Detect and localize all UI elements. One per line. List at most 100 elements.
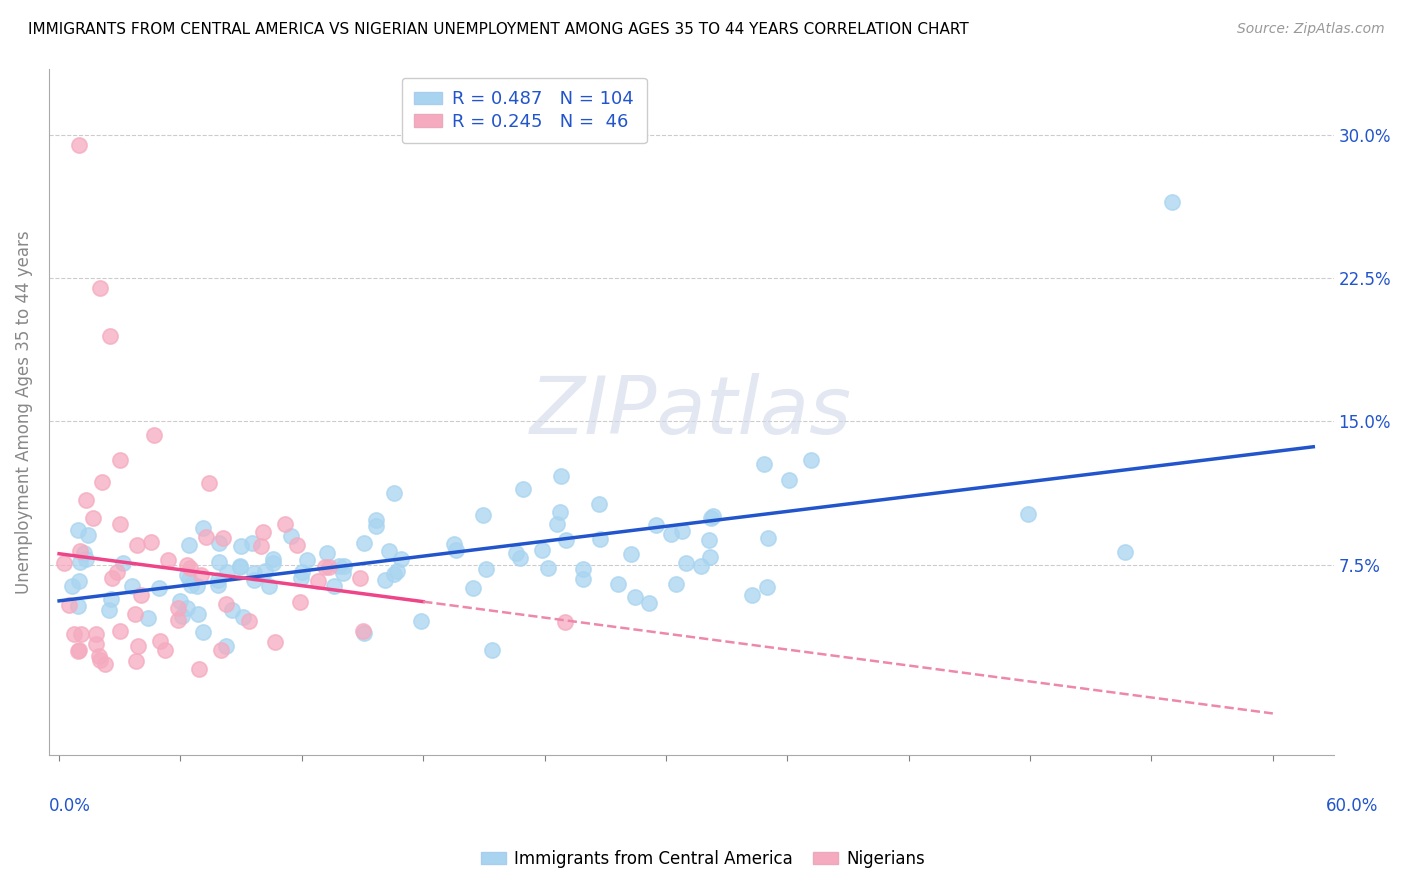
Point bbox=[443, 537, 465, 551]
Point bbox=[531, 543, 554, 558]
Y-axis label: Unemployment Among Ages 35 to 44 years: Unemployment Among Ages 35 to 44 years bbox=[15, 230, 32, 594]
Point bbox=[193, 625, 215, 640]
Point bbox=[186, 579, 208, 593]
Point bbox=[153, 643, 176, 657]
Point bbox=[125, 654, 148, 668]
Point bbox=[211, 531, 233, 545]
Point bbox=[180, 578, 202, 592]
Point bbox=[546, 516, 568, 531]
Point bbox=[243, 566, 266, 580]
Point bbox=[167, 613, 190, 627]
Point bbox=[620, 547, 643, 561]
Point bbox=[207, 536, 229, 550]
Point bbox=[67, 574, 90, 589]
Point bbox=[215, 598, 238, 612]
Point bbox=[179, 561, 201, 575]
Point bbox=[588, 532, 610, 546]
Point bbox=[101, 571, 124, 585]
Point bbox=[207, 573, 229, 587]
Point bbox=[238, 614, 260, 628]
Point bbox=[384, 485, 406, 500]
Point bbox=[505, 546, 527, 560]
Point bbox=[257, 579, 280, 593]
Point bbox=[124, 607, 146, 621]
Legend: R = 0.487   N = 104, R = 0.245   N =  46: R = 0.487 N = 104, R = 0.245 N = 46 bbox=[402, 78, 647, 144]
Point bbox=[143, 428, 166, 442]
Point bbox=[555, 533, 578, 547]
Point bbox=[215, 639, 238, 653]
Point bbox=[67, 643, 90, 657]
Point bbox=[800, 453, 823, 467]
Point bbox=[571, 562, 593, 576]
Point bbox=[699, 549, 721, 564]
Point bbox=[69, 627, 91, 641]
Point bbox=[75, 552, 97, 566]
Point bbox=[198, 475, 221, 490]
Point bbox=[176, 558, 198, 573]
Point bbox=[179, 538, 201, 552]
Point bbox=[141, 534, 163, 549]
Point bbox=[353, 536, 375, 550]
Point bbox=[315, 546, 337, 560]
Text: ZIPatlas: ZIPatlas bbox=[530, 373, 852, 451]
Point bbox=[98, 328, 121, 343]
Point bbox=[333, 558, 356, 573]
Point bbox=[741, 588, 763, 602]
Point bbox=[288, 595, 311, 609]
Point bbox=[364, 513, 387, 527]
Point bbox=[108, 452, 131, 467]
Point bbox=[675, 557, 697, 571]
Point bbox=[191, 521, 214, 535]
Point bbox=[82, 510, 104, 524]
Point bbox=[263, 634, 285, 648]
Point bbox=[100, 591, 122, 606]
Point bbox=[62, 626, 84, 640]
Point bbox=[314, 560, 336, 574]
Point bbox=[112, 556, 135, 570]
Point bbox=[481, 643, 503, 657]
Point bbox=[69, 555, 91, 569]
Point bbox=[93, 657, 115, 672]
Point bbox=[364, 519, 387, 533]
Point bbox=[66, 599, 89, 614]
Point bbox=[252, 524, 274, 539]
Point bbox=[125, 538, 148, 552]
Point bbox=[250, 539, 273, 553]
Point bbox=[290, 571, 312, 585]
Point bbox=[73, 545, 96, 559]
Point bbox=[52, 557, 75, 571]
Point bbox=[307, 574, 329, 588]
Point bbox=[89, 281, 111, 295]
Point bbox=[659, 527, 682, 541]
Point bbox=[207, 577, 229, 591]
Point bbox=[554, 615, 576, 629]
Text: Source: ZipAtlas.com: Source: ZipAtlas.com bbox=[1237, 22, 1385, 37]
Point bbox=[444, 543, 467, 558]
Point bbox=[127, 639, 149, 653]
Legend: Immigrants from Central America, Nigerians: Immigrants from Central America, Nigeria… bbox=[474, 844, 932, 875]
Point bbox=[172, 609, 194, 624]
Text: 0.0%: 0.0% bbox=[49, 797, 91, 814]
Point bbox=[382, 567, 405, 582]
Point bbox=[273, 517, 295, 532]
Point bbox=[75, 492, 97, 507]
Point bbox=[607, 577, 630, 591]
Point bbox=[208, 555, 231, 569]
Point bbox=[353, 625, 375, 640]
Point bbox=[60, 579, 83, 593]
Point bbox=[645, 517, 668, 532]
Point bbox=[148, 581, 170, 595]
Point bbox=[243, 573, 266, 587]
Point bbox=[463, 581, 485, 595]
Point bbox=[322, 578, 344, 592]
Point bbox=[215, 565, 238, 579]
Point bbox=[385, 564, 408, 578]
Point bbox=[754, 457, 776, 471]
Point bbox=[318, 559, 340, 574]
Point bbox=[190, 567, 212, 582]
Point bbox=[550, 469, 572, 483]
Point bbox=[176, 568, 198, 582]
Point bbox=[108, 624, 131, 639]
Point bbox=[69, 543, 91, 558]
Point bbox=[105, 566, 128, 580]
